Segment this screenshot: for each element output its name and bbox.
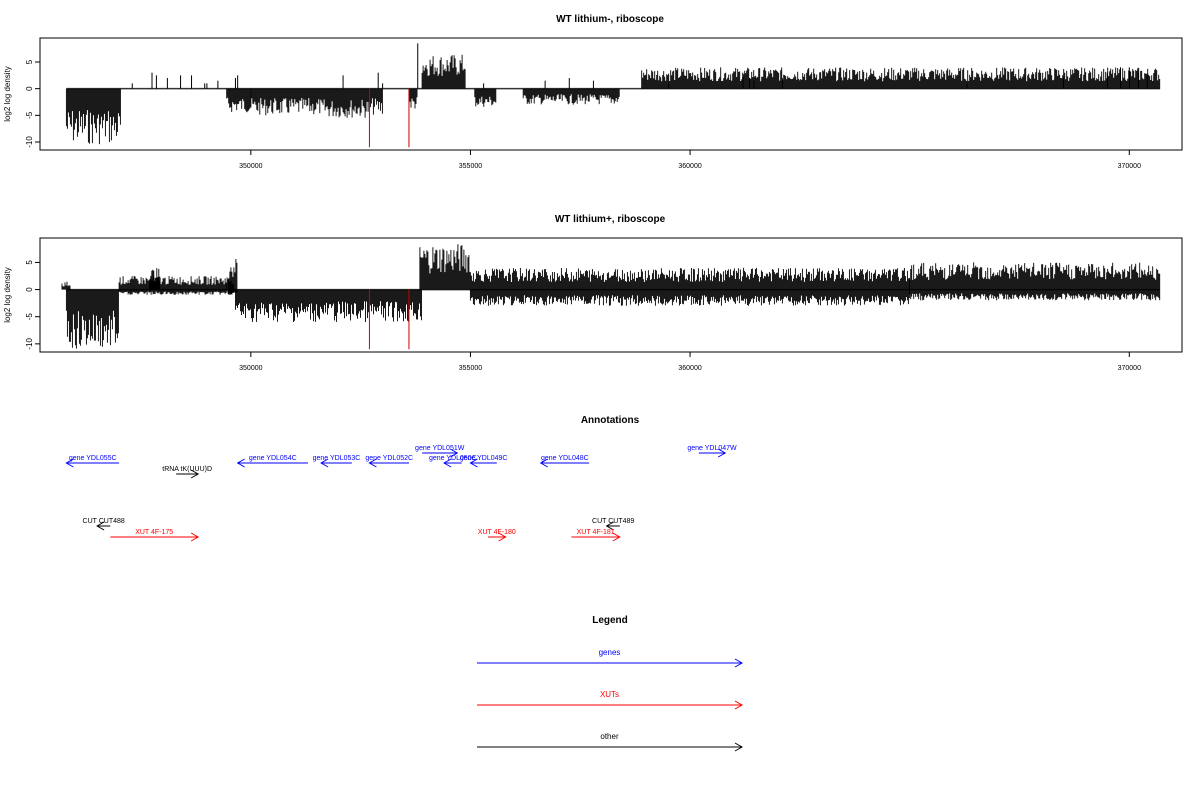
x-tick-label: 370000 (1118, 365, 1141, 372)
signal-segment (65, 289, 119, 349)
panel-lithium-minus: WT lithium-, riboscope log2 log density … (3, 14, 1183, 170)
xut-arrowhead (190, 532, 200, 542)
gene-arrowhead (320, 458, 329, 468)
xut-label: XUT 4F-175 (135, 529, 173, 536)
x-tick-label: 355000 (459, 365, 482, 372)
signal-segment (421, 54, 466, 89)
y-axis: -10 -5 0 5 (25, 260, 40, 350)
x-tick-label: 355000 (459, 163, 482, 170)
signal-segment (61, 281, 71, 290)
gene-arrowhead (368, 458, 377, 468)
legend-arrowhead (734, 742, 744, 752)
signal-segment (909, 262, 1161, 301)
legend-arrowhead (734, 658, 744, 668)
other-arrowhead (190, 469, 200, 479)
x-axis: 350000 355000 360000 370000 (239, 352, 1141, 372)
signal-segment (368, 88, 383, 115)
gene-label: gene YDL047W (687, 445, 737, 452)
gene-label: gene YDL055C (69, 455, 117, 462)
legend-arrowhead (734, 700, 744, 710)
gene-arrowhead (717, 448, 727, 458)
xut-label: XUT 4F-180 (478, 529, 516, 536)
y-tick-label: -10 (25, 338, 34, 350)
x-tick-label: 360000 (678, 163, 701, 170)
y-tick-label: 0 (25, 86, 34, 91)
gene-arrowhead (469, 458, 478, 468)
signal-marks (61, 244, 1161, 350)
y-tick-label: -10 (25, 136, 34, 148)
legend-items: genes XUTs other (477, 648, 744, 752)
signal-segment (469, 267, 910, 306)
signal-segment (226, 88, 252, 113)
gene-label: gene YDL054C (249, 455, 297, 462)
signal-segment (320, 88, 370, 118)
other-arrowhead (605, 521, 614, 531)
y-tick-label: -5 (25, 313, 34, 321)
gene-arrowhead (443, 458, 452, 468)
signal-segment (641, 67, 1161, 89)
annotations-title: Annotations (581, 415, 640, 426)
signal-segment (419, 244, 471, 290)
signal-segment (408, 88, 418, 109)
gene-arrowhead (450, 448, 459, 458)
y-axis-label: log2 log density (3, 66, 12, 122)
gene-arrowhead (236, 458, 245, 468)
x-axis: 350000 355000 360000 370000 (239, 150, 1141, 170)
legend-label: XUTs (600, 690, 619, 699)
annotations-track: Annotations gene YDL055C gene YDL054C gene… (65, 415, 737, 542)
other-label: CUT CUT488 (83, 518, 125, 525)
signal-segment (235, 289, 422, 322)
plot-frame (39, 237, 1183, 353)
other-label: tRNA tK(UUU)D (162, 466, 212, 473)
x-tick-label: 350000 (239, 163, 262, 170)
signal-segment (522, 88, 620, 105)
signal-segment (474, 88, 497, 107)
gene-arrowhead (539, 458, 548, 468)
x-tick-label: 370000 (1118, 163, 1141, 170)
gene-label: gene YDL053C (313, 455, 361, 462)
panel-lithium-plus: WT lithium+, riboscope log2 log density … (3, 214, 1183, 372)
panel-title: WT lithium-, riboscope (556, 14, 664, 25)
signal-segment (65, 88, 121, 145)
y-axis-label: log2 log density (3, 267, 12, 323)
gene-label: gene YDL051W (415, 445, 465, 452)
plot-frame (39, 37, 1183, 151)
signal-marks (65, 43, 1161, 148)
gene-label: gene YDL050C (429, 455, 477, 462)
gene-label: gene YDL052C (365, 455, 413, 462)
x-tick-label: 360000 (678, 365, 701, 372)
other-arrowhead (96, 521, 105, 531)
y-tick-label: 5 (25, 260, 34, 265)
y-tick-label: 5 (25, 59, 34, 64)
signal-segment (228, 259, 238, 295)
y-tick-label: -5 (25, 111, 34, 119)
gene-label: gene YDL049C (460, 455, 508, 462)
signal-segment (250, 88, 322, 116)
legend-title: Legend (592, 615, 628, 626)
xut-arrowhead (498, 532, 507, 542)
legend-label: other (600, 732, 619, 741)
y-axis: -10 -5 0 5 (25, 59, 40, 148)
annotation-features: gene YDL055C gene YDL054C gene YDL053C gene… (65, 445, 737, 542)
signal-segment (149, 268, 161, 290)
legend-label: genes (599, 648, 621, 657)
signal-segment (118, 276, 234, 295)
xut-label: XUT 4F-181 (577, 529, 615, 536)
panel-title: WT lithium+, riboscope (555, 214, 666, 225)
xut-arrowhead (612, 532, 621, 542)
gene-label: gene YDL048C (541, 455, 589, 462)
y-tick-label: 0 (25, 287, 34, 292)
legend: Legend genes XUTs other (477, 615, 744, 752)
other-label: CUT CUT489 (592, 518, 634, 525)
gene-arrowhead (65, 458, 74, 468)
x-tick-label: 350000 (239, 365, 262, 372)
